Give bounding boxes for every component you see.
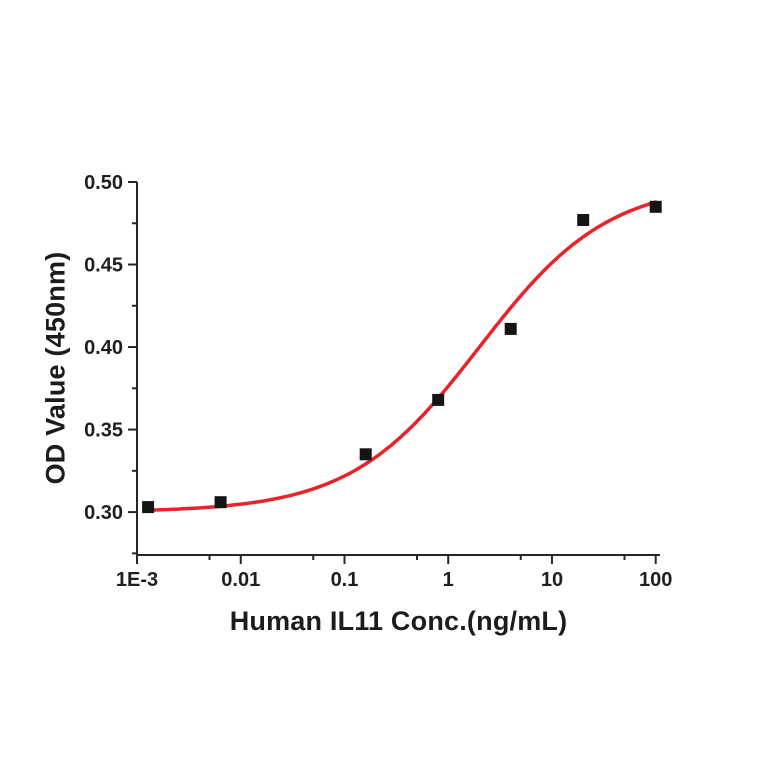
data-point	[577, 214, 590, 226]
data-point	[359, 448, 372, 461]
x-tick-label: 1	[443, 569, 454, 591]
x-tick-label: 100	[639, 569, 672, 591]
y-tick-label: 0.40	[84, 337, 123, 359]
data-point	[142, 501, 155, 514]
x-tick-label: 0.1	[331, 569, 359, 591]
y-tick-label: 0.35	[84, 420, 123, 442]
y-tick-label: 0.45	[84, 255, 123, 277]
x-tick-label: 1E-3	[116, 569, 158, 591]
data-point	[504, 322, 517, 335]
data-point	[214, 496, 227, 509]
x-axis-title: Human IL11 Conc.(ng/mL)	[229, 606, 568, 636]
x-tick-label: 10	[541, 569, 563, 591]
y-axis-title: OD Value (450nm)	[40, 251, 71, 485]
x-tick-label: 0.01	[221, 569, 260, 591]
data-point	[432, 393, 445, 406]
y-tick-label: 0.50	[84, 172, 123, 194]
fit-curve	[145, 200, 658, 512]
y-tick-label: 0.30	[84, 502, 123, 524]
data-point	[649, 200, 662, 213]
